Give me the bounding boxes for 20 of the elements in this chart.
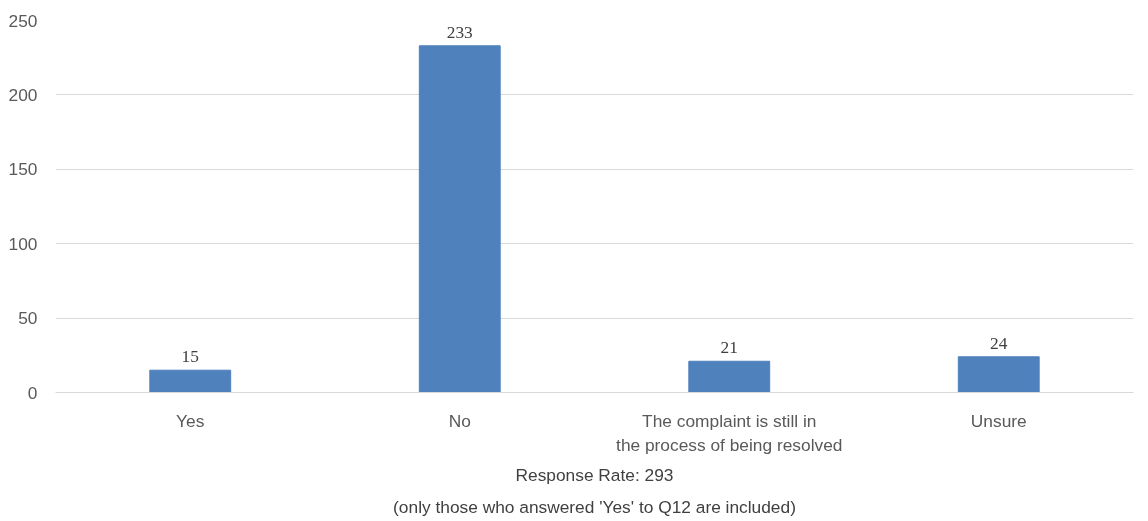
y-tick-label: 0 — [27, 382, 38, 403]
data-label: 24 — [990, 333, 1008, 353]
bar — [418, 45, 501, 393]
bar — [957, 356, 1040, 393]
x-tick-label: The complaint is still in the process of being resolved — [616, 410, 843, 455]
y-tick-label: 200 — [8, 84, 38, 105]
y-tick-label: 50 — [18, 308, 38, 329]
text: (only those who answered 'Yes' to Q12 are included) — [393, 496, 796, 517]
y-tick-label: 150 — [8, 159, 38, 180]
data-label: 233 — [446, 22, 473, 42]
x-tick-label: Yes — [176, 410, 205, 431]
text: Response Rate: 293 — [515, 464, 674, 485]
data-label: 21 — [720, 338, 738, 358]
x-tick-label: Unsure — [970, 410, 1027, 431]
y-tick-label: 100 — [8, 233, 38, 254]
y-tick-label: 250 — [8, 10, 38, 31]
bar — [688, 360, 771, 393]
bar — [149, 369, 232, 393]
data-label: 15 — [181, 347, 199, 367]
x-tick-label: No — [448, 410, 471, 431]
